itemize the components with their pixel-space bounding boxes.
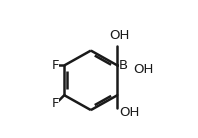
Text: B: B [119, 59, 128, 72]
Text: OH: OH [109, 29, 129, 42]
Text: OH: OH [133, 63, 154, 76]
Text: OH: OH [120, 106, 140, 119]
Text: F: F [51, 97, 59, 110]
Text: F: F [51, 59, 59, 72]
